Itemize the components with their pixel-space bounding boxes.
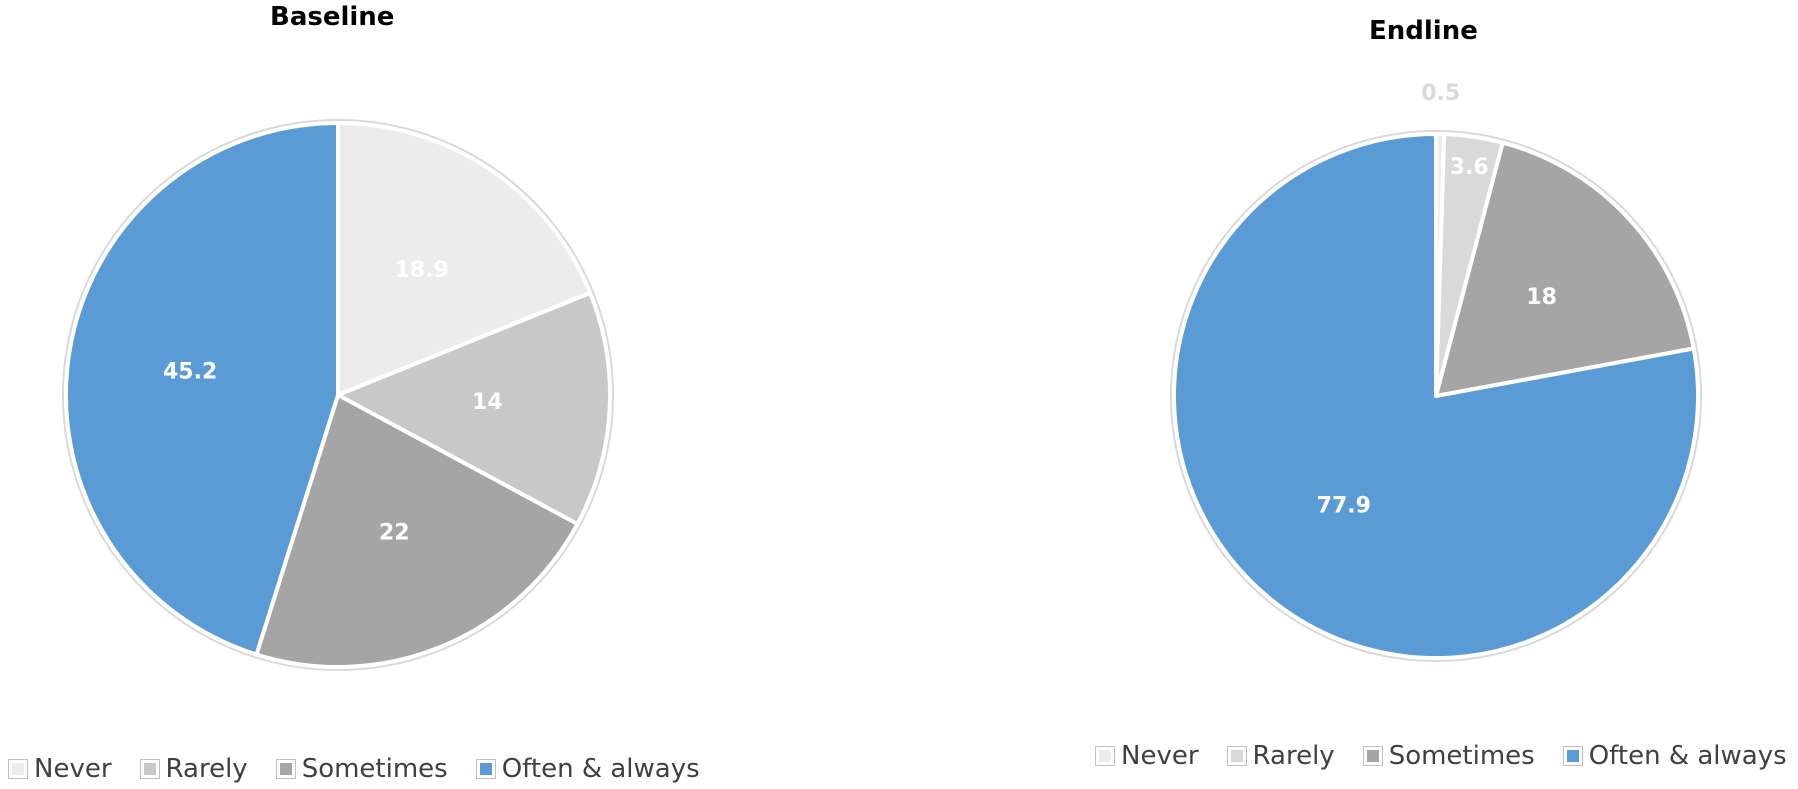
endline-chart: Endline 0.5 3.6 18 77.9 Never Rarely Someti…: [1080, 0, 1798, 789]
legend-item-never: Never: [8, 754, 112, 784]
baseline-chart: Baseline 18.9 14 22 45.2 Never Rarely Somet…: [0, 0, 700, 789]
chart-title: Baseline: [270, 2, 395, 32]
legend-swatch: [475, 759, 496, 779]
legend-item-sometimes: Sometimes: [275, 754, 448, 784]
pie-slice-sometimes: [1434, 140, 1696, 398]
data-label: 22: [379, 521, 410, 546]
legend-swatch: [1562, 746, 1583, 766]
data-label: 0.5: [1421, 81, 1460, 106]
data-label: 45.2: [163, 359, 217, 384]
pie-slice-never: [336, 121, 593, 397]
legend-swatch-color: [1230, 750, 1243, 762]
legend: Never Rarely Sometimes Often & always: [8, 754, 700, 784]
legend-swatch: [1362, 746, 1383, 766]
legend-item-rarely: Rarely: [1226, 741, 1335, 771]
legend-swatch-color: [1366, 750, 1379, 762]
pie-outline: [1170, 130, 1702, 662]
pie-slice-sometimes: [254, 393, 580, 669]
legend-label: Sometimes: [1388, 741, 1535, 771]
pie-slice-rarely: [336, 290, 612, 527]
legend-label: Never: [1121, 741, 1199, 771]
endline-pie: 0.5 3.6 18 77.9: [1170, 81, 1702, 662]
data-label: 14: [472, 390, 503, 415]
data-label: 3.6: [1450, 155, 1489, 180]
pie-slice-often-always: [64, 121, 340, 657]
legend-swatch: [139, 759, 160, 779]
legend-swatch: [1226, 746, 1247, 766]
legend-label: Often & always: [501, 754, 700, 784]
legend-swatch-color: [279, 763, 292, 775]
legend-swatch: [275, 759, 296, 779]
chart-title: Endline: [1369, 16, 1478, 46]
legend-item-rarely: Rarely: [139, 754, 248, 784]
legend-swatch-color: [1099, 750, 1111, 762]
legend-swatch-color: [1566, 750, 1579, 762]
pie-slice-often-always: [1172, 132, 1700, 660]
legend-item-often-always: Often & always: [1562, 741, 1787, 771]
data-label: 18: [1526, 285, 1557, 310]
legend: Never Rarely Sometimes Often & always: [1095, 741, 1787, 771]
legend-item-never: Never: [1095, 741, 1199, 771]
pie-outline: [62, 119, 614, 671]
legend-item-often-always: Often & always: [475, 754, 700, 784]
legend-label: Rarely: [165, 754, 248, 784]
baseline-pie: 18.9 14 22 45.2: [62, 119, 614, 671]
legend-swatch: [1095, 746, 1115, 766]
legend-swatch-color: [12, 763, 24, 775]
legend-label: Rarely: [1252, 741, 1335, 771]
legend-swatch-color: [479, 763, 492, 775]
legend-item-sometimes: Sometimes: [1362, 741, 1535, 771]
legend-label: Often & always: [1588, 741, 1787, 771]
legend-label: Never: [34, 754, 112, 784]
legend-swatch: [8, 759, 28, 779]
legend-swatch-color: [143, 763, 156, 775]
legend-label: Sometimes: [301, 754, 448, 784]
data-label: 18.9: [394, 258, 448, 283]
data-label: 77.9: [1317, 494, 1371, 519]
